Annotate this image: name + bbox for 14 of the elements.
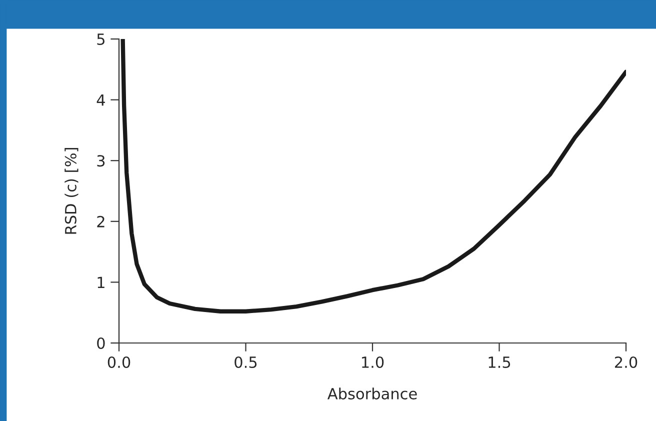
y-tick-label: 3: [97, 155, 105, 167]
x-axis-title: Absorbance: [327, 388, 417, 400]
line-series: [120, 39, 626, 314]
y-axis-title: RSD (c) [%]: [64, 148, 78, 234]
y-tick-label: 0: [97, 337, 105, 350]
y-tick-label: 2: [97, 216, 104, 228]
y-tick-label: 1: [98, 276, 104, 288]
x-tick-label: 1.0: [362, 356, 384, 368]
x-tick-label: 1.5: [488, 356, 510, 368]
y-tick-label: 4: [96, 94, 105, 106]
x-tick-label: 0.5: [234, 356, 257, 368]
x-tick-label: 0.0: [108, 356, 130, 368]
y-tick-label: 5: [97, 34, 104, 46]
x-tick-label: 2.0: [614, 356, 638, 368]
